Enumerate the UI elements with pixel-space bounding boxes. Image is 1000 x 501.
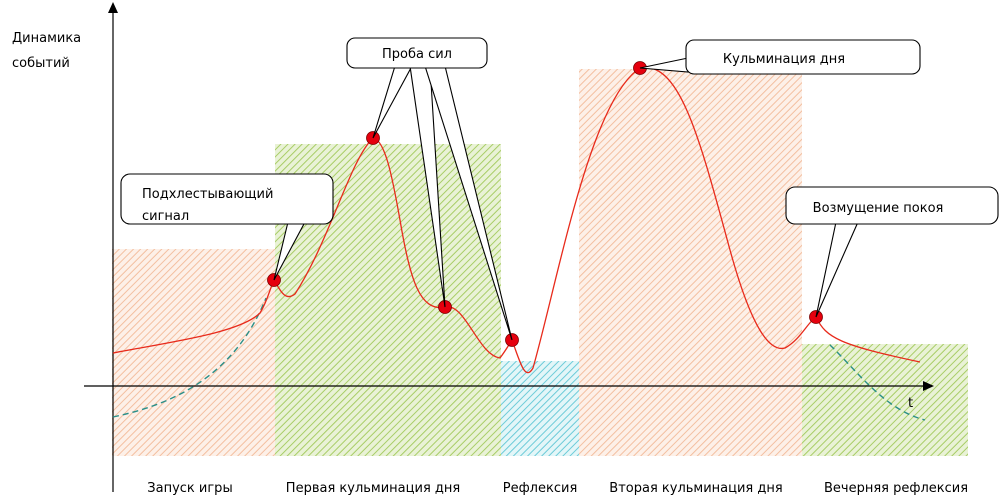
phase-label-second-culmination: Вторая кульминация дня: [609, 481, 782, 496]
phase-block-evening-reflection: [802, 344, 968, 456]
y-axis-label-line2: событий: [12, 56, 70, 71]
phase-block-launch: [112, 249, 275, 456]
phase-label-launch: Запуск игры: [147, 481, 232, 496]
dynamics-curve: [112, 66, 921, 374]
phase-label-reflection: Рефлексия: [503, 481, 578, 496]
callout-whip-signal: Подхлестывающий сигнал: [120, 173, 334, 281]
callout-whip-text-line1: Подхлестывающий: [142, 187, 273, 202]
phase-label-first-culmination: Первая кульминация дня: [286, 481, 460, 496]
dashed-trajectory-end: [829, 344, 926, 421]
callout-whip-text-line2: сигнал: [142, 209, 189, 224]
callout-culmination-text: Кульминация дня: [723, 52, 845, 67]
phase-label-evening-reflection: Вечерняя рефлексия: [824, 481, 968, 496]
callout-disturbance: Возмущение покоя: [785, 186, 999, 318]
dashed-trajectory-start: [112, 297, 267, 418]
phase-block-reflection: [501, 361, 579, 456]
callout-culmination: Кульминация дня: [639, 39, 921, 75]
y-axis-arrow-icon: [108, 2, 118, 13]
callout-trial: Проба сил: [346, 37, 513, 341]
callout-disturbance-text: Возмущение покоя: [813, 201, 944, 216]
y-axis-label-line1: Динамика: [12, 31, 81, 46]
phase-block-second-culmination: [579, 69, 802, 456]
x-axis-arrow-icon: [923, 381, 934, 391]
x-axis-label: t: [908, 396, 913, 411]
callout-trial-text: Проба сил: [382, 47, 452, 62]
